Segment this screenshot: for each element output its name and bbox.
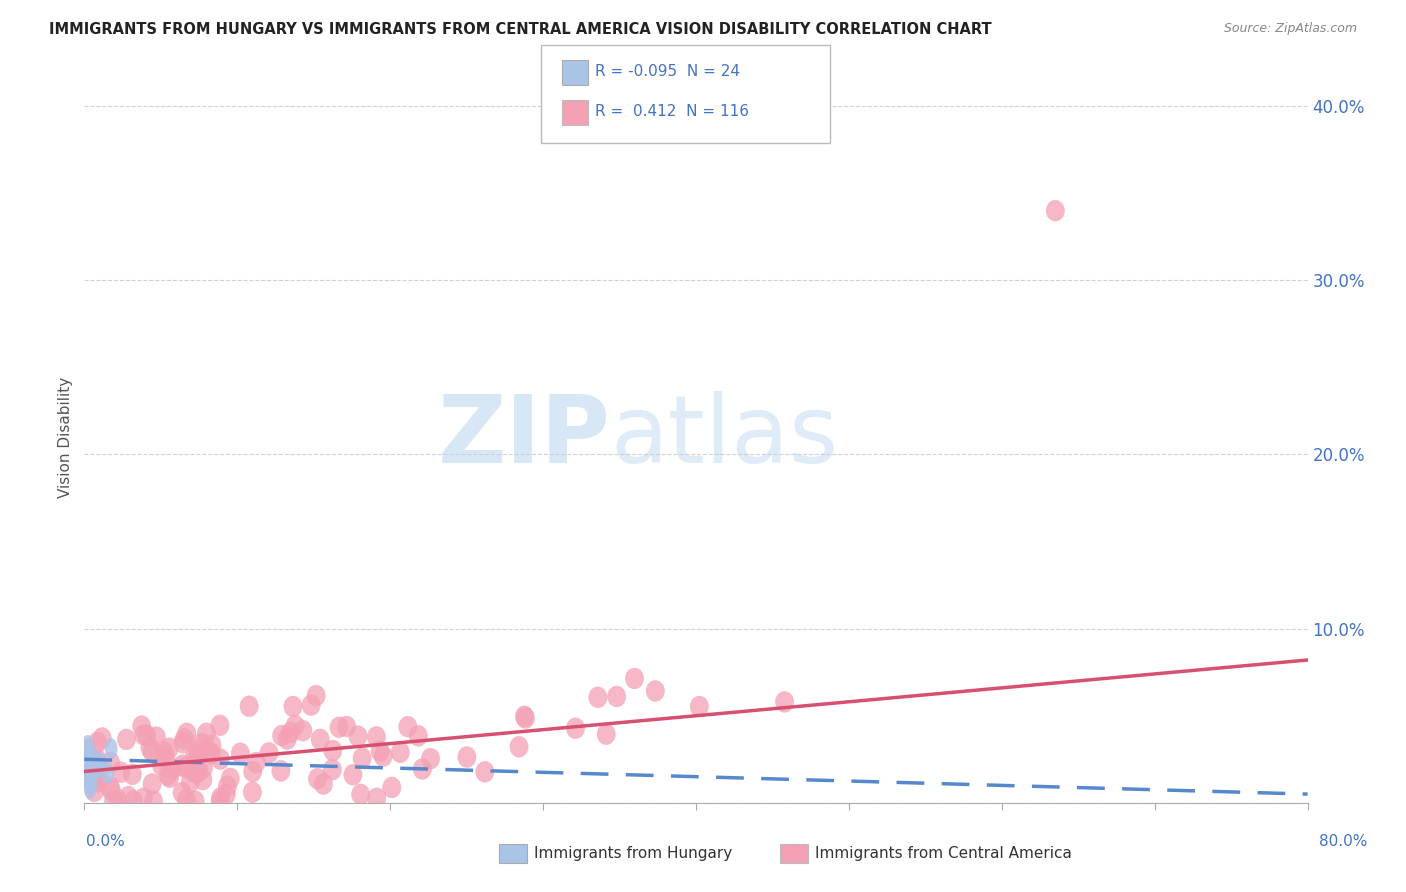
Text: atlas: atlas <box>610 391 838 483</box>
Text: 0.0%: 0.0% <box>86 834 125 849</box>
Text: R =  0.412  N = 116: R = 0.412 N = 116 <box>595 104 749 119</box>
Text: IMMIGRANTS FROM HUNGARY VS IMMIGRANTS FROM CENTRAL AMERICA VISION DISABILITY COR: IMMIGRANTS FROM HUNGARY VS IMMIGRANTS FR… <box>49 22 991 37</box>
Text: Immigrants from Hungary: Immigrants from Hungary <box>534 847 733 861</box>
Text: Immigrants from Central America: Immigrants from Central America <box>815 847 1073 861</box>
Text: ZIP: ZIP <box>437 391 610 483</box>
Text: 80.0%: 80.0% <box>1319 834 1367 849</box>
Text: Source: ZipAtlas.com: Source: ZipAtlas.com <box>1223 22 1357 36</box>
Text: R = -0.095  N = 24: R = -0.095 N = 24 <box>595 64 740 78</box>
Y-axis label: Vision Disability: Vision Disability <box>58 376 73 498</box>
